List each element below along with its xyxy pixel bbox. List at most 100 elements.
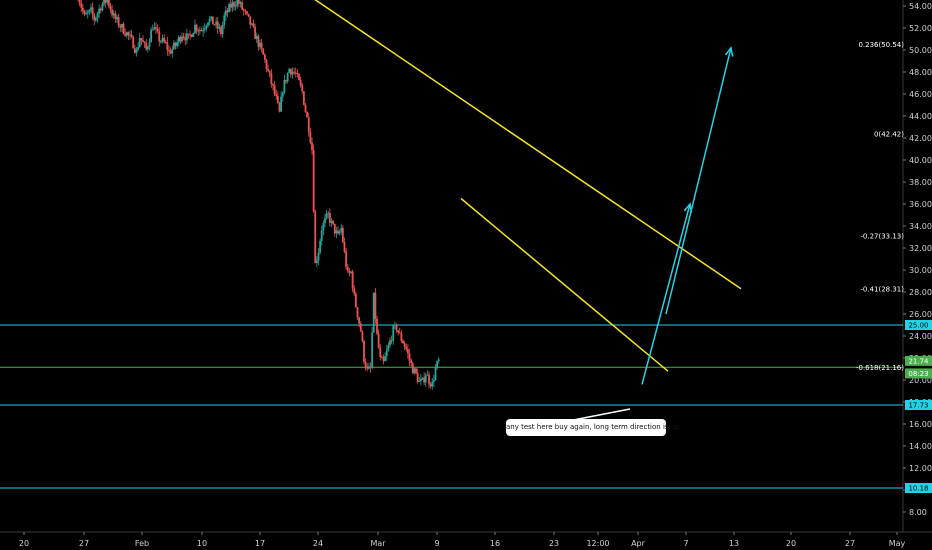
- candle-body: [270, 73, 273, 84]
- candle-body: [328, 212, 331, 223]
- candle-body: [384, 356, 387, 362]
- candle-body: [116, 17, 118, 20]
- candle-body: [390, 340, 393, 342]
- candle-body: [423, 377, 426, 383]
- candle-body: [239, 2, 242, 4]
- candle-body: [324, 218, 326, 224]
- candle-body: [220, 27, 222, 34]
- candle-body: [405, 346, 408, 350]
- candle-body: [361, 331, 364, 341]
- price-tag: [905, 399, 932, 410]
- x-axis-ticks: 20 27 Feb 10 17 24 Mar 9 16 23 12:00 Apr 7 13 20 27 May: [19, 532, 906, 548]
- candle-body: [367, 366, 370, 369]
- candle-body: [257, 35, 260, 47]
- candle-body: [280, 96, 283, 112]
- candle-body: [267, 68, 270, 71]
- candle-body: [406, 349, 409, 354]
- arrow-head: [724, 46, 734, 57]
- x-tick-label: 10: [197, 539, 207, 548]
- candle-body: [226, 10, 229, 13]
- candle-body: [213, 24, 216, 26]
- price-tag-label: 10.18: [908, 485, 928, 493]
- candle-body: [332, 220, 335, 224]
- fib-label: -0.618(21.16): [856, 364, 904, 372]
- candle-body: [260, 42, 263, 49]
- candle-body: [172, 42, 175, 49]
- candle-body: [120, 23, 123, 28]
- candle-body: [114, 13, 117, 20]
- candle-body: [340, 227, 343, 232]
- y-tick-label: 52.00: [909, 24, 932, 33]
- candle-body: [369, 366, 372, 368]
- candle-body: [252, 23, 255, 27]
- y-tick-label: 26.00: [909, 310, 932, 319]
- candle-body: [379, 347, 382, 358]
- y-tick-label: 30.00: [909, 266, 932, 275]
- candle-body: [216, 21, 219, 29]
- candle-body: [403, 343, 406, 347]
- candle-body: [81, 7, 84, 12]
- candle-body: [78, 0, 81, 4]
- candle-body: [356, 307, 359, 318]
- x-tick-label: 24: [313, 539, 323, 548]
- x-tick-label: May: [889, 539, 906, 548]
- candle-body: [90, 7, 92, 10]
- candle-body: [174, 42, 177, 47]
- candle-body: [107, 0, 110, 6]
- candle-body: [223, 15, 226, 25]
- y-tick-label: 34.00: [909, 222, 932, 231]
- candle-body: [376, 318, 378, 334]
- candle-body: [358, 317, 361, 324]
- candle-body: [335, 230, 338, 234]
- candle-body: [371, 332, 374, 368]
- candle-body: [418, 380, 421, 382]
- candle-body: [169, 50, 172, 54]
- candle-body: [132, 36, 135, 49]
- candle-body: [161, 37, 164, 42]
- trendline: [314, 0, 742, 290]
- candle-body: [83, 11, 86, 14]
- candle-body: [229, 4, 232, 8]
- y-tick-label: 44.00: [909, 112, 932, 121]
- candle-body: [202, 30, 205, 32]
- candle-body: [397, 330, 400, 333]
- candle-body: [314, 211, 317, 264]
- candle-body: [408, 353, 411, 361]
- candle-body: [155, 27, 157, 29]
- candle-body: [350, 271, 352, 273]
- candle-body: [392, 325, 395, 341]
- candle-body: [130, 34, 133, 37]
- x-tick-label: 27: [79, 539, 89, 548]
- candle-body: [343, 242, 346, 252]
- fib-label: 0(42.42): [874, 130, 904, 138]
- candle-body: [431, 381, 434, 387]
- candle-body: [293, 71, 296, 73]
- candle-body: [298, 74, 300, 81]
- candle-body: [262, 48, 265, 55]
- candle-body: [294, 72, 297, 74]
- candle-body: [385, 350, 388, 357]
- candle-body: [96, 13, 99, 18]
- candle-body: [416, 372, 419, 382]
- candle-body: [221, 24, 224, 34]
- candle-body: [278, 102, 281, 112]
- candle-body: [333, 223, 336, 234]
- candle-body: [281, 92, 284, 97]
- price-tag-label: 21.74: [908, 357, 929, 365]
- y-tick-label: 8.00: [909, 508, 927, 517]
- candle-body: [168, 50, 170, 52]
- candle-body: [429, 383, 432, 387]
- candle-body: [346, 266, 349, 272]
- x-tick-label: 16: [490, 539, 500, 548]
- candle-body: [372, 292, 375, 333]
- candle-body: [341, 227, 344, 243]
- candle-body: [426, 374, 429, 376]
- candle-body: [117, 17, 120, 27]
- candle-body: [185, 33, 188, 41]
- candle-body: [306, 111, 309, 118]
- candle-body: [164, 41, 167, 43]
- candle-body: [187, 33, 190, 35]
- candle-body: [195, 24, 198, 31]
- candle-body: [163, 37, 166, 42]
- candle-body: [263, 54, 266, 60]
